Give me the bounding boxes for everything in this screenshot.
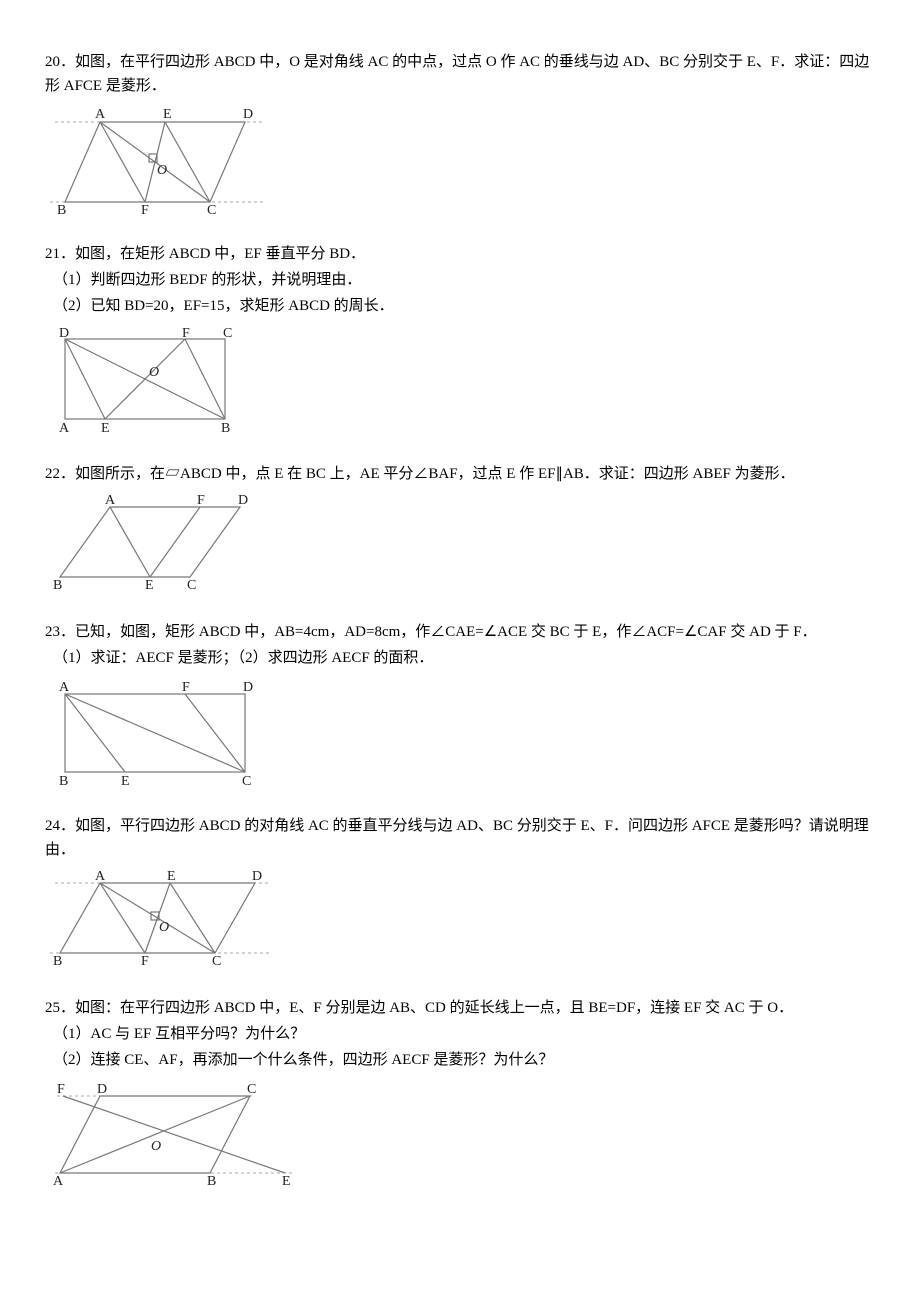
problem-20-text: 20．如图，在平行四边形 ABCD 中，O 是对角线 AC 的中点，过点 O 作… (45, 50, 875, 98)
label-D: D (243, 107, 253, 122)
problem-22-num: 22． (45, 466, 75, 482)
problem-24-num: 24． (45, 818, 75, 834)
label-C: C (247, 1082, 256, 1097)
problem-24-text: 24．如图，平行四边形 ABCD 的对角线 AC 的垂直平分线与边 AD、BC … (45, 814, 875, 862)
label-B: B (53, 954, 62, 968)
label-F: F (182, 326, 190, 341)
label-D: D (59, 326, 69, 341)
label-D: D (238, 493, 248, 508)
problem-22-text: 22．如图所示，在▱ABCD 中，点 E 在 BC 上，AE 平分∠BAF，过点… (45, 462, 875, 486)
problem-25: 25．如图：在平行四边形 ABCD 中，E、F 分别是边 AB、CD 的延长线上… (45, 996, 875, 1193)
label-B: B (59, 774, 68, 786)
problem-20-num: 20． (45, 54, 75, 70)
problem-20: 20．如图，在平行四边形 ABCD 中，O 是对角线 AC 的中点，过点 O 作… (45, 50, 875, 214)
label-C: C (242, 774, 251, 786)
label-O: O (151, 1139, 161, 1154)
label-F: F (57, 1082, 65, 1097)
label-B: B (221, 421, 230, 434)
problem-22: 22．如图所示，在▱ABCD 中，点 E 在 BC 上，AE 平分∠BAF，过点… (45, 462, 875, 592)
problem-23: 23．已知，如图，矩形 ABCD 中，AB=4cm，AD=8cm，作∠CAE=∠… (45, 620, 875, 786)
label-F: F (141, 954, 149, 968)
label-F: F (182, 680, 190, 695)
problem-25-num: 25． (45, 1000, 75, 1016)
problem-25-sub1: （1）AC 与 EF 互相平分吗？为什么？ (45, 1022, 875, 1046)
label-B: B (57, 203, 66, 214)
label-E: E (121, 774, 130, 786)
label-C: C (212, 954, 221, 968)
problem-25-sub2: （2）连接 CE、AF，再添加一个什么条件，四边形 AECF 是菱形？为什么？ (45, 1048, 875, 1072)
label-C: C (223, 326, 232, 341)
label-E: E (145, 578, 154, 592)
label-A: A (53, 1174, 64, 1189)
label-C: C (207, 203, 216, 214)
label-E: E (163, 107, 172, 122)
problem-23-text: 23．已知，如图，矩形 ABCD 中，AB=4cm，AD=8cm，作∠CAE=∠… (45, 620, 875, 644)
label-B: B (53, 578, 62, 592)
label-A: A (105, 493, 116, 508)
figure-24: A E D B F C O (45, 868, 875, 968)
problem-21-num: 21． (45, 246, 75, 262)
label-E: E (282, 1174, 291, 1189)
label-D: D (252, 869, 262, 884)
label-E: E (101, 421, 110, 434)
figure-22: A F D B E C (45, 492, 875, 592)
label-C: C (187, 578, 196, 592)
label-D: D (97, 1082, 107, 1097)
label-E: E (167, 869, 176, 884)
label-O: O (149, 365, 159, 380)
label-D: D (243, 680, 253, 695)
problem-23-num: 23． (45, 624, 75, 640)
label-B: B (207, 1174, 216, 1189)
label-F: F (197, 493, 205, 508)
figure-21: D F C A E B O (45, 324, 875, 434)
problem-21: 21．如图，在矩形 ABCD 中，EF 垂直平分 BD． （1）判断四边形 BE… (45, 242, 875, 434)
problem-23-sub: （1）求证：AECF 是菱形；（2）求四边形 AECF 的面积． (45, 646, 875, 670)
problem-21-text: 21．如图，在矩形 ABCD 中，EF 垂直平分 BD． (45, 242, 875, 266)
label-A: A (95, 107, 106, 122)
problem-21-sub1: （1）判断四边形 BEDF 的形状，并说明理由． (45, 268, 875, 292)
figure-23: A F D B E C (45, 676, 875, 786)
problem-21-sub2: （2）已知 BD=20，EF=15，求矩形 ABCD 的周长． (45, 294, 875, 318)
label-O: O (157, 163, 167, 178)
figure-25: F D C A B E O (45, 1078, 875, 1193)
label-F: F (141, 203, 149, 214)
label-A: A (95, 869, 106, 884)
label-A: A (59, 680, 70, 695)
figure-20: A E D B F C O (45, 104, 875, 214)
problem-24: 24．如图，平行四边形 ABCD 的对角线 AC 的垂直平分线与边 AD、BC … (45, 814, 875, 968)
label-O: O (159, 920, 169, 935)
problem-25-text: 25．如图：在平行四边形 ABCD 中，E、F 分别是边 AB、CD 的延长线上… (45, 996, 875, 1020)
label-A: A (59, 421, 70, 434)
